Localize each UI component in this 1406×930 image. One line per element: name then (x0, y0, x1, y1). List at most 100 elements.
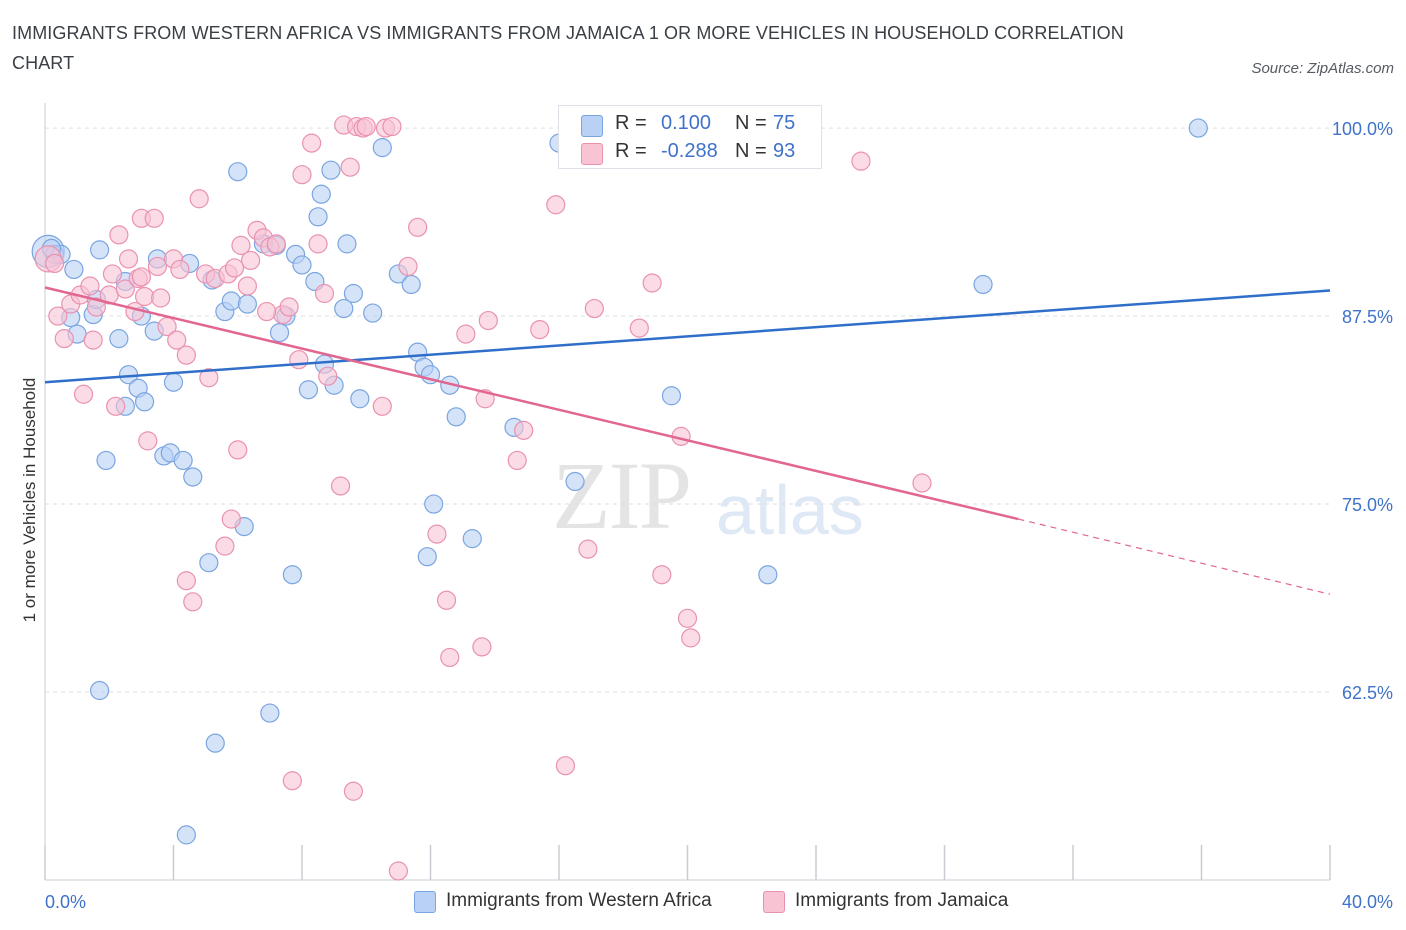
point-jamaica (221, 509, 241, 529)
point-jamaica (147, 256, 168, 277)
legend-n-label: N = (735, 140, 767, 162)
point-jamaica (215, 536, 235, 556)
point-western-africa (424, 494, 444, 514)
point-jamaica (677, 608, 698, 628)
point-western-africa (90, 680, 110, 701)
point-jamaica (228, 440, 248, 460)
chart-title: IMMIGRANTS FROM WESTERN AFRICA VS IMMIGR… (12, 23, 1124, 73)
point-jamaica (279, 297, 299, 317)
point-jamaica (176, 571, 196, 591)
point-western-africa (363, 303, 383, 323)
point-jamaica (224, 258, 245, 278)
point-western-africa (417, 547, 437, 567)
point-jamaica (356, 116, 376, 137)
point-jamaica (398, 256, 418, 277)
point-western-africa (462, 529, 482, 549)
legend-n-label: N = (735, 112, 767, 134)
grid-lines (45, 127, 1330, 693)
point-western-africa (372, 138, 392, 158)
legend-r-value: 0.100 (661, 112, 712, 134)
point-jamaica (48, 306, 68, 326)
legend-swatch-pink (581, 143, 603, 165)
point-jamaica (388, 861, 408, 881)
point-jamaica (183, 592, 203, 612)
point-western-africa (176, 825, 196, 845)
point-jamaica (118, 249, 139, 269)
point-jamaica (138, 431, 158, 451)
point-jamaica (86, 297, 107, 317)
point-western-africa (199, 553, 219, 573)
legend-r-label: R = (615, 140, 647, 162)
point-jamaica (170, 259, 190, 280)
point-jamaica (308, 234, 328, 254)
point-western-africa (90, 240, 110, 260)
point-western-africa (565, 471, 585, 492)
series-jamaica-points (34, 115, 932, 881)
point-jamaica (266, 234, 286, 254)
legend-r-value: -0.288 (661, 140, 718, 162)
point-jamaica (478, 310, 498, 331)
point-jamaica (851, 151, 871, 171)
point-western-africa (661, 386, 682, 406)
legend-n-value: 75 (773, 112, 796, 134)
point-western-africa (401, 274, 421, 295)
point-jamaica (642, 273, 662, 293)
y-axis-label: 1 or more Vehicles in Household (20, 377, 39, 623)
point-jamaica (199, 368, 219, 388)
point-jamaica (343, 781, 363, 801)
trend-line-jamaica-extension (1018, 518, 1331, 595)
point-jamaica (115, 279, 135, 299)
point-jamaica (372, 396, 392, 416)
point-western-africa (221, 291, 241, 311)
point-jamaica (456, 324, 476, 344)
point-jamaica (436, 590, 457, 610)
point-jamaica (151, 288, 171, 308)
point-jamaica (912, 473, 932, 493)
legend-label-western-africa: Immigrants from Western Africa (446, 890, 712, 911)
point-western-africa (109, 329, 129, 349)
point-western-africa (343, 283, 363, 304)
point-western-africa (311, 184, 331, 204)
point-western-africa (96, 450, 116, 471)
point-western-africa (758, 565, 778, 585)
point-jamaica (134, 286, 155, 307)
point-western-africa (237, 294, 257, 314)
series-western-africa-points (31, 116, 1208, 845)
point-jamaica (314, 283, 335, 304)
point-jamaica (144, 208, 164, 228)
point-jamaica (555, 756, 576, 776)
point-western-africa (269, 323, 290, 343)
point-western-africa (292, 255, 312, 275)
point-jamaica (176, 345, 196, 365)
point-jamaica (54, 329, 74, 349)
source-label: Source: ZipAtlas.com (1251, 60, 1394, 77)
point-jamaica (231, 235, 251, 255)
point-jamaica (546, 195, 566, 215)
point-jamaica (318, 366, 338, 386)
point-western-africa (446, 407, 466, 427)
point-western-africa (1188, 118, 1208, 138)
trend-line-western-africa (44, 289, 1331, 384)
point-jamaica (302, 133, 322, 153)
point-jamaica (282, 771, 302, 791)
point-jamaica (237, 276, 257, 296)
point-jamaica (507, 450, 527, 471)
legend-r-label: R = (615, 112, 647, 134)
y-tick-label: 62.5% (1342, 683, 1393, 703)
point-western-africa (298, 380, 319, 400)
point-western-africa (183, 467, 203, 487)
legend-n-value: 93 (773, 140, 796, 162)
point-jamaica (408, 217, 428, 237)
legend-swatch-blue (581, 115, 603, 137)
point-jamaica (241, 250, 261, 271)
y-tick-label: 75.0% (1342, 495, 1393, 515)
point-jamaica (514, 420, 534, 440)
point-western-africa (973, 274, 993, 295)
legend-label-jamaica: Immigrants from Jamaica (795, 890, 1009, 911)
point-western-africa (228, 162, 248, 182)
point-jamaica (73, 384, 94, 404)
point-jamaica (292, 165, 312, 185)
point-jamaica (440, 647, 460, 668)
trend-lines (44, 286, 1331, 595)
